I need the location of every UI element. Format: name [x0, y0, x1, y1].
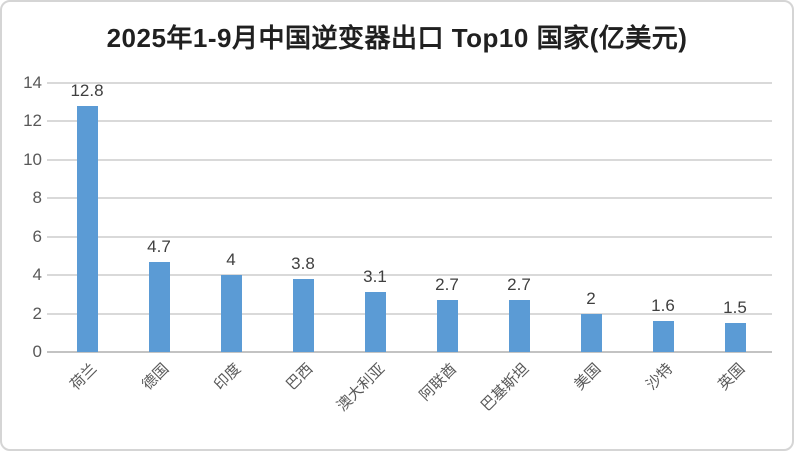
- bar-value-label: 1.6: [651, 296, 675, 316]
- bar-value-label: 2: [586, 288, 596, 308]
- bar: [580, 313, 602, 352]
- bar-value-label: 4: [226, 250, 236, 270]
- bar-value-label: 4.7: [147, 236, 171, 256]
- bar: [652, 321, 674, 352]
- gridline: [47, 197, 772, 200]
- bar: [436, 300, 458, 352]
- y-axis-tick-label: 4: [32, 265, 42, 285]
- gridline: [47, 235, 772, 238]
- y-axis-tick-label: 14: [23, 73, 42, 92]
- bar: [292, 278, 314, 352]
- gridline: [47, 274, 772, 277]
- gridline: [47, 120, 772, 123]
- chart-title: 2025年1-9月中国逆变器出口 Top10 国家(亿美元): [106, 23, 688, 53]
- y-axis-tick-label: 0: [32, 342, 42, 361]
- y-axis-tick-label: 8: [32, 188, 42, 208]
- y-axis-tick-label: 10: [23, 149, 42, 169]
- bar-value-label: 2.7: [507, 275, 531, 295]
- gridline: [47, 312, 772, 315]
- gridline: [47, 158, 772, 161]
- bar-value-label: 3.1: [363, 267, 387, 287]
- bar-value-label: 2.7: [435, 275, 459, 295]
- y-axis-tick-label: 6: [32, 226, 42, 246]
- bar: [364, 292, 386, 352]
- y-axis-tick-label: 12: [23, 111, 42, 131]
- bar: [724, 323, 746, 352]
- y-axis-tick-label: 2: [32, 303, 42, 323]
- bar-value-label: 1.5: [723, 298, 747, 318]
- bar: [220, 275, 242, 352]
- x-axis-line: [47, 351, 772, 353]
- bar: [148, 261, 170, 352]
- bar-value-label: 12.8: [70, 81, 104, 101]
- bar-value-label: 3.8: [291, 253, 315, 273]
- bar: [76, 106, 98, 352]
- bar: [508, 300, 530, 352]
- gridline: [47, 82, 772, 84]
